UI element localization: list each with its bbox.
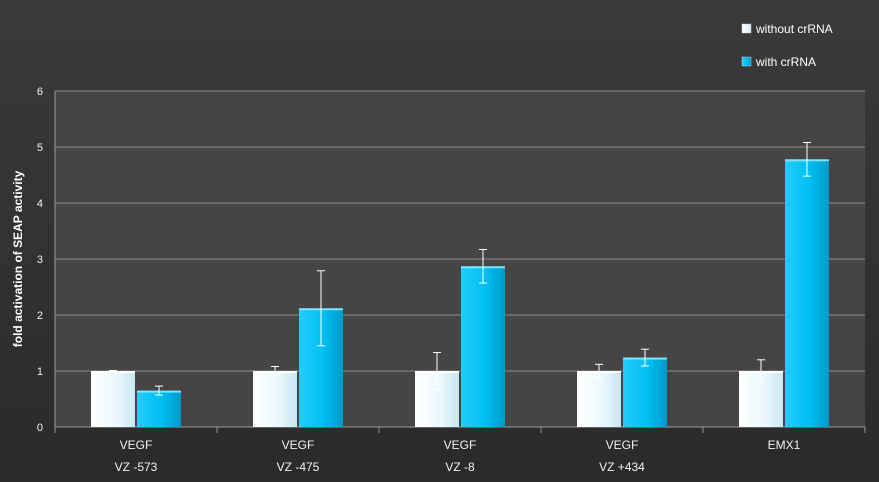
legend: without crRNA with crRNA bbox=[741, 22, 833, 69]
y-tick-labels: 0 1 2 3 4 5 6 bbox=[37, 86, 43, 434]
x-category-label: VEGF bbox=[444, 438, 477, 452]
y-tick-label: 6 bbox=[37, 86, 43, 98]
y-tick-label: 2 bbox=[37, 310, 43, 322]
legend-label: without crRNA bbox=[755, 22, 833, 36]
x-category-label: VEGF bbox=[120, 438, 153, 452]
bar-without-crrna bbox=[577, 371, 621, 427]
y-tick-label: 1 bbox=[37, 366, 43, 378]
y-tick-label: 3 bbox=[37, 254, 43, 266]
y-tick-label: 5 bbox=[37, 142, 43, 154]
x-category-label: VZ -573 bbox=[115, 460, 158, 474]
x-category-label: VEGF bbox=[606, 438, 639, 452]
x-category-label: VZ +434 bbox=[599, 460, 645, 474]
bar-with-crrna bbox=[137, 390, 181, 427]
y-axis-title: fold activation of SEAP activity bbox=[11, 170, 25, 347]
bar-with-crrna bbox=[785, 159, 829, 427]
gridlines bbox=[54, 90, 866, 433]
bar-without-crrna bbox=[253, 371, 297, 427]
bar-with-crrna bbox=[623, 357, 667, 427]
y-tick-label: 0 bbox=[37, 422, 43, 434]
x-category-label: EMX1 bbox=[768, 438, 801, 452]
x-category-label: VZ -475 bbox=[277, 460, 320, 474]
legend-label: with crRNA bbox=[755, 55, 816, 69]
legend-swatch bbox=[741, 23, 752, 34]
x-category-label: VEGF bbox=[282, 438, 315, 452]
legend-swatch bbox=[741, 56, 752, 67]
bar-with-crrna bbox=[461, 266, 505, 427]
bar-without-crrna bbox=[91, 371, 135, 427]
y-tick-label: 4 bbox=[37, 198, 43, 210]
x-category-labels: VEGF VZ -573 VEGF VZ -475 VEGF VZ -8 VEGF VZ +4… bbox=[115, 438, 801, 474]
bars bbox=[91, 142, 829, 427]
x-category-label: VZ -8 bbox=[445, 460, 475, 474]
